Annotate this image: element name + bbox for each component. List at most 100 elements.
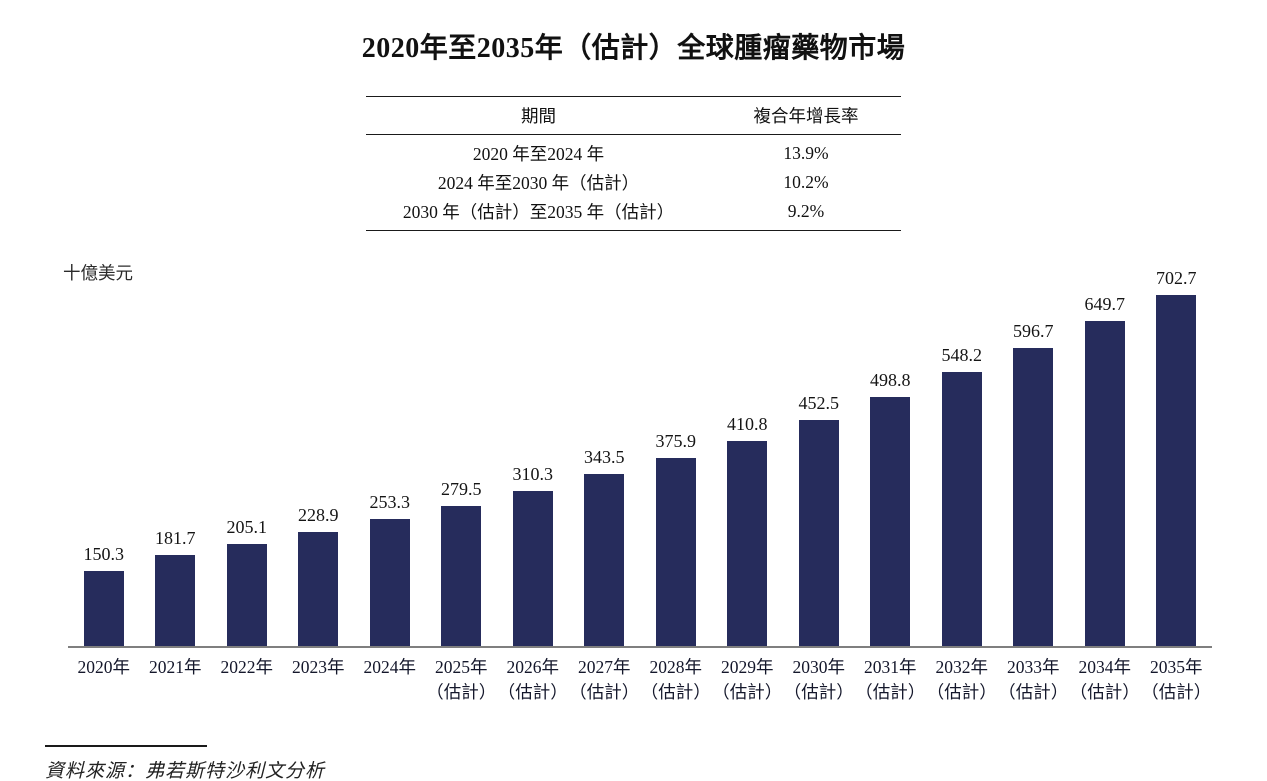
bar-value-label: 410.8 bbox=[727, 414, 768, 434]
x-axis-label: 2021年 bbox=[140, 655, 212, 705]
cagr-table-row: 2030 年（估計）至2035 年（估計） 9.2% bbox=[366, 199, 901, 231]
x-axis-year: 2022年 bbox=[220, 657, 274, 677]
bar-column: 253.3 bbox=[354, 492, 426, 646]
x-axis-estimate-note: （估計） bbox=[712, 681, 783, 702]
x-axis-estimate-note: （估計） bbox=[998, 681, 1069, 702]
page: 2020年至2035年（估計）全球腫瘤藥物市場 期間 複合年增長率 2020 年… bbox=[0, 26, 1267, 781]
cagr-cell: 9.2% bbox=[787, 200, 825, 221]
bar-value-label: 548.2 bbox=[941, 345, 983, 365]
plot-area: 150.3 181.7 205.1 228.9 253.3 279.5 310.3 343.5… bbox=[68, 258, 1212, 648]
x-axis-estimate-note: （估計） bbox=[783, 681, 854, 702]
bar-value-label: 310.3 bbox=[512, 464, 554, 484]
x-axis-year: 2024年 bbox=[363, 657, 417, 677]
col-header-cagr: 複合年增長率 bbox=[753, 106, 859, 126]
source-text: 資料來源：弗若斯特沙利文分析 bbox=[45, 760, 326, 781]
bar-chart: 十億美元 150.3 181.7 205.1 228.9 253.3 279.5 310.3… bbox=[0, 258, 1267, 705]
bar bbox=[155, 555, 196, 646]
x-axis-estimate-note: （估計） bbox=[855, 681, 926, 702]
bar bbox=[441, 506, 482, 646]
period-cell: 2020 年至2024 年 bbox=[472, 144, 605, 165]
bar-value-label: 279.5 bbox=[441, 479, 482, 499]
bar bbox=[655, 458, 696, 646]
bar bbox=[83, 571, 124, 646]
bar-value-label: 343.5 bbox=[584, 447, 625, 467]
chart-title: 2020年至2035年（估計）全球腫瘤藥物市場 bbox=[361, 33, 906, 64]
x-axis-label: 2022年 bbox=[211, 655, 283, 705]
bar-value-label: 181.7 bbox=[155, 528, 196, 548]
y-axis-unit-label: 十億美元 bbox=[63, 263, 133, 283]
cagr-table-row: 2024 年至2030 年（估計） 10.2% bbox=[366, 167, 901, 199]
x-axis-label: 2020年 bbox=[68, 655, 140, 705]
bar-value-label: 702.7 bbox=[1156, 268, 1197, 288]
x-axis-label: 2029年 （估計） bbox=[712, 655, 784, 705]
bar-value-label: 596.7 bbox=[1013, 321, 1054, 341]
x-axis-year: 2031年 bbox=[864, 657, 917, 677]
bar-value-label: 649.7 bbox=[1084, 294, 1126, 314]
cagr-table-header-row: 期間 複合年增長率 bbox=[366, 96, 901, 135]
x-axis-label: 2026年 （估計） bbox=[497, 655, 569, 705]
bar-value-label: 228.9 bbox=[298, 505, 339, 525]
bar-column: 702.7 bbox=[1141, 268, 1213, 646]
bar bbox=[226, 544, 267, 646]
x-axis-year: 2020年 bbox=[77, 657, 131, 677]
x-axis-year: 2023年 bbox=[292, 657, 345, 677]
cagr-cell: 10.2% bbox=[783, 172, 829, 192]
x-axis-year: 2033年 bbox=[1007, 657, 1060, 677]
x-axis-estimate-note: （估計） bbox=[1141, 681, 1212, 702]
x-axis-year: 2034年 bbox=[1078, 657, 1132, 677]
x-axis-label: 2028年 （估計） bbox=[640, 655, 712, 705]
x-axis-estimate-note: （估計） bbox=[926, 681, 997, 702]
bar-column: 452.5 bbox=[783, 393, 855, 646]
source-divider bbox=[45, 744, 207, 747]
bar bbox=[512, 491, 553, 646]
x-axis-labels: 2020年 2021年 2022年 2023年 2024年 2025年 （估計） 2026年 （… bbox=[68, 648, 1212, 705]
bar bbox=[870, 397, 911, 646]
x-axis-label: 2031年 （估計） bbox=[855, 655, 927, 705]
bar-column: 498.8 bbox=[855, 370, 927, 646]
bar-value-label: 375.9 bbox=[655, 431, 697, 451]
bar-column: 310.3 bbox=[497, 464, 569, 646]
bar-value-label: 205.1 bbox=[226, 517, 268, 537]
source-note: 資料來源：弗若斯特沙利文分析 bbox=[45, 744, 1267, 781]
bar-column: 205.1 bbox=[211, 517, 283, 646]
x-axis-label: 2034年 （估計） bbox=[1069, 655, 1141, 705]
cagr-table: 期間 複合年增長率 2020 年至2024 年 13.9% 2024 年至2030 … bbox=[366, 96, 901, 231]
x-axis-label: 2033年 （估計） bbox=[998, 655, 1070, 705]
x-axis-label: 2023年 bbox=[283, 655, 355, 705]
x-axis-year: 2029年 bbox=[721, 657, 774, 677]
x-axis-year: 2032年 bbox=[935, 657, 989, 677]
bar-value-label: 253.3 bbox=[369, 492, 411, 512]
bar-column: 181.7 bbox=[140, 528, 212, 646]
x-axis-year: 2028年 bbox=[649, 657, 703, 677]
x-axis-year: 2030年 bbox=[792, 657, 846, 677]
bar-column: 343.5 bbox=[569, 447, 641, 646]
bar-column: 410.8 bbox=[712, 414, 784, 646]
x-axis-year: 2035年 bbox=[1150, 657, 1203, 677]
bar-column: 375.9 bbox=[640, 431, 712, 646]
x-axis-label: 2035年 （估計） bbox=[1141, 655, 1213, 705]
bar-column: 649.7 bbox=[1069, 294, 1141, 646]
bar bbox=[798, 420, 839, 646]
x-axis-label: 2030年 （估計） bbox=[783, 655, 855, 705]
cagr-cell: 13.9% bbox=[783, 143, 829, 164]
bar bbox=[584, 474, 625, 646]
x-axis-estimate-note: （估計） bbox=[640, 681, 711, 702]
bar-value-label: 150.3 bbox=[83, 544, 125, 564]
x-axis-year: 2021年 bbox=[149, 657, 202, 677]
x-axis-estimate-note: （估計） bbox=[1069, 681, 1140, 702]
bar-column: 596.7 bbox=[998, 321, 1070, 646]
bar bbox=[1013, 348, 1054, 646]
x-axis-year: 2027年 bbox=[578, 657, 631, 677]
bar-column: 279.5 bbox=[426, 479, 498, 646]
bar-value-label: 452.5 bbox=[798, 393, 840, 413]
x-axis-estimate-note: （估計） bbox=[426, 681, 497, 702]
bar bbox=[298, 532, 339, 646]
bar-value-label: 498.8 bbox=[870, 370, 911, 390]
bar-column: 150.3 bbox=[68, 544, 140, 646]
x-axis-label: 2025年 （估計） bbox=[426, 655, 498, 705]
bar bbox=[1084, 321, 1125, 646]
bar-column: 228.9 bbox=[283, 505, 355, 646]
x-axis-label: 2027年 （估計） bbox=[569, 655, 641, 705]
bar bbox=[369, 519, 410, 646]
bar bbox=[1156, 295, 1197, 646]
